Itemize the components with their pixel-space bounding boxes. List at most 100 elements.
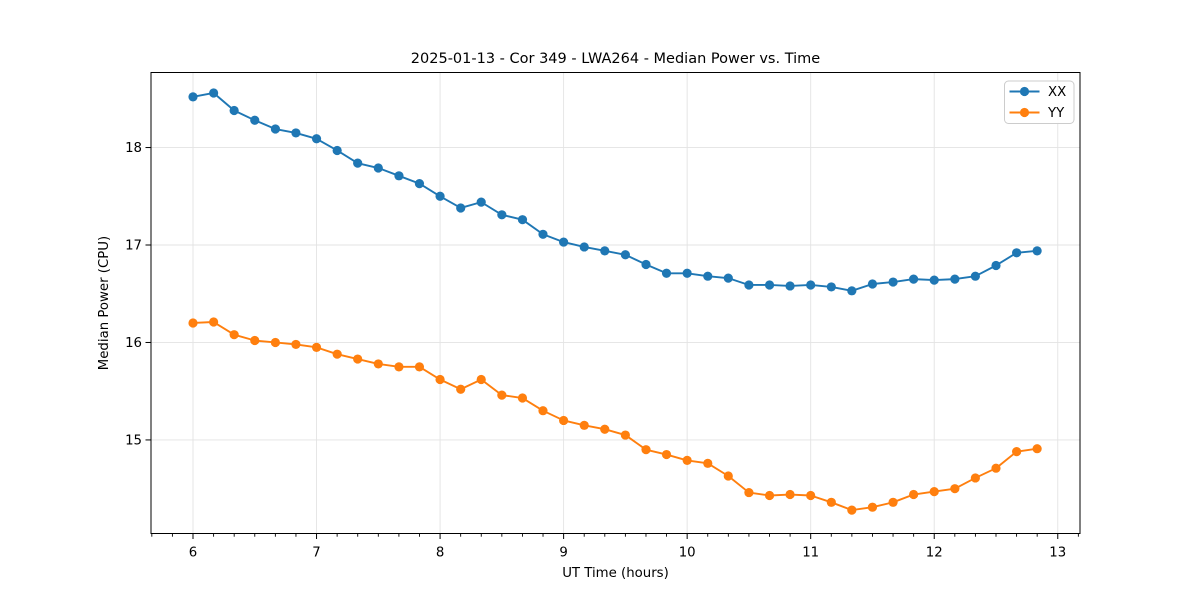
data-point-YY xyxy=(209,317,219,327)
data-point-XX xyxy=(538,229,548,239)
data-point-YY xyxy=(744,487,754,498)
data-point-YY xyxy=(785,489,795,500)
y-tick-label: 18 xyxy=(125,141,142,156)
y-axis-label: Median Power (CPU) xyxy=(97,236,112,370)
x-tick-label: 13 xyxy=(1049,546,1066,561)
data-point-YY xyxy=(826,497,836,507)
data-point-XX xyxy=(229,105,239,116)
x-tick-label: 10 xyxy=(679,546,696,561)
data-point-YY xyxy=(620,430,630,440)
data-point-YY xyxy=(847,505,857,515)
x-tick-label: 9 xyxy=(559,546,567,561)
series-line-XX xyxy=(192,92,1038,292)
data-point-YY xyxy=(291,339,301,350)
data-point-YY xyxy=(806,490,816,501)
data-point-XX xyxy=(600,246,610,256)
x-tick-label: 6 xyxy=(189,546,197,561)
data-point-XX xyxy=(559,237,569,247)
axes-layer xyxy=(150,72,1081,534)
data-point-YY xyxy=(929,486,939,497)
series-layer xyxy=(188,88,1042,515)
data-point-YY xyxy=(908,489,919,500)
data-point-XX xyxy=(435,191,445,201)
y-tick-label: 15 xyxy=(125,434,142,449)
data-point-YY xyxy=(723,471,733,481)
data-point-YY xyxy=(311,342,322,352)
chart-title: 2025-01-13 - Cor 349 - LWA264 - Median P… xyxy=(411,51,820,67)
data-point-XX xyxy=(620,250,630,260)
tick-layer: 6 7 8 9 10 11 12 13 15 16 17 18 xyxy=(125,141,1079,561)
data-point-XX xyxy=(929,275,939,285)
data-point-XX xyxy=(270,124,281,134)
data-point-YY xyxy=(188,318,198,328)
data-point-YY xyxy=(559,415,569,426)
data-point-YY xyxy=(641,445,651,455)
data-point-XX xyxy=(1012,248,1022,258)
data-point-YY xyxy=(661,449,672,460)
data-point-YY xyxy=(867,502,878,512)
data-point-XX xyxy=(497,210,507,220)
data-point-XX xyxy=(476,197,486,207)
data-point-YY xyxy=(970,473,980,483)
data-point-XX xyxy=(579,242,589,252)
data-point-XX xyxy=(970,271,980,281)
data-point-YY xyxy=(1032,444,1042,454)
data-point-XX xyxy=(847,286,857,296)
data-point-YY xyxy=(476,374,486,385)
data-point-XX xyxy=(188,92,198,102)
data-point-XX xyxy=(291,128,301,138)
legend-marker xyxy=(1019,86,1030,97)
data-point-YY xyxy=(394,362,404,372)
x-tick-label: 11 xyxy=(802,546,819,561)
data-point-XX xyxy=(785,281,795,291)
legend-label: YY xyxy=(1047,106,1065,121)
data-point-XX xyxy=(764,280,775,290)
data-point-XX xyxy=(353,158,363,168)
x-axis-label: UT Time (hours) xyxy=(562,566,669,581)
data-point-XX xyxy=(517,215,528,225)
legend-layer: XX YY xyxy=(1004,80,1075,124)
data-point-XX xyxy=(311,134,322,144)
data-point-XX xyxy=(908,274,919,284)
data-point-XX xyxy=(332,145,342,156)
data-point-YY xyxy=(435,374,445,385)
data-point-XX xyxy=(209,88,219,98)
x-tick-label: 12 xyxy=(926,546,943,561)
data-point-YY xyxy=(538,406,548,416)
data-point-YY xyxy=(991,463,1001,473)
data-point-XX xyxy=(703,271,713,281)
data-point-XX xyxy=(888,277,898,287)
data-point-YY xyxy=(456,384,466,394)
data-point-YY xyxy=(414,362,425,372)
data-point-XX xyxy=(806,280,816,290)
data-point-XX xyxy=(682,268,692,278)
data-point-XX xyxy=(950,274,960,284)
grid-layer xyxy=(151,72,1080,534)
plot-border xyxy=(150,72,1081,534)
data-point-XX xyxy=(456,203,466,213)
data-point-YY xyxy=(270,337,281,348)
data-point-YY xyxy=(373,359,383,369)
data-point-XX xyxy=(991,260,1001,271)
data-point-XX xyxy=(414,179,425,189)
data-point-YY xyxy=(950,484,960,494)
data-point-XX xyxy=(1032,246,1042,256)
data-point-YY xyxy=(250,335,260,346)
x-tick-label: 7 xyxy=(312,546,320,561)
data-point-YY xyxy=(703,458,713,468)
data-point-YY xyxy=(229,330,239,340)
data-point-YY xyxy=(517,393,528,403)
data-point-YY xyxy=(888,497,898,507)
data-point-YY xyxy=(600,424,610,434)
y-tick-label: 16 xyxy=(125,336,142,351)
data-point-YY xyxy=(682,455,692,466)
y-tick-label: 17 xyxy=(125,239,142,254)
data-point-XX xyxy=(641,259,651,270)
data-point-XX xyxy=(394,171,404,181)
data-point-YY xyxy=(579,420,589,430)
data-point-YY xyxy=(332,349,342,359)
data-point-XX xyxy=(373,163,383,173)
data-point-YY xyxy=(764,490,775,501)
